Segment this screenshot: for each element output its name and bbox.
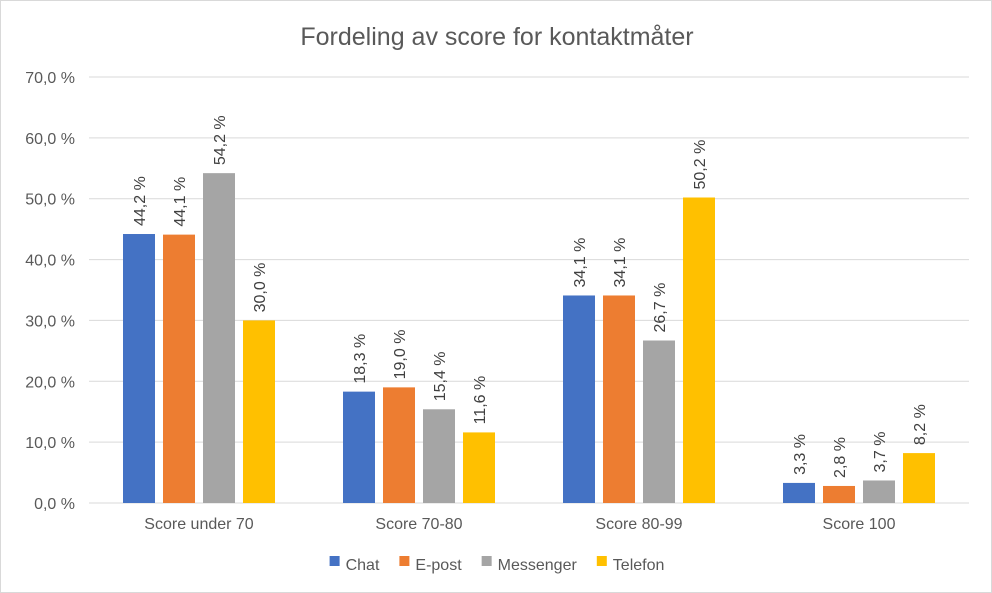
data-label: 54,2 %: [212, 115, 229, 165]
bar-telefon: [683, 197, 715, 504]
bar-telefon: [243, 320, 275, 503]
data-label: 19,0 %: [392, 330, 409, 380]
y-tick-label: 0,0 %: [34, 496, 75, 513]
data-label: 15,4 %: [432, 351, 449, 401]
y-tick-label: 20,0 %: [25, 374, 75, 391]
bar-telefon: [903, 453, 935, 503]
data-label: 34,1 %: [612, 238, 629, 288]
data-label: 50,2 %: [692, 140, 709, 190]
bar-e-post: [383, 387, 415, 503]
bars: [123, 173, 935, 504]
legend-item-messenger: Messenger: [481, 556, 578, 574]
chart-title: Fordeling av score for kontaktmåter: [300, 23, 693, 51]
y-tick-label: 70,0 %: [25, 70, 75, 87]
category-label: Score 70-80: [375, 516, 462, 533]
data-label: 30,0 %: [252, 263, 269, 313]
bar-chat: [783, 482, 815, 503]
data-label: 8,2 %: [912, 404, 929, 445]
bar-e-post: [603, 295, 635, 503]
category-label: Score under 70: [144, 516, 254, 533]
legend: Chat E-post Messenger Telefon: [329, 556, 665, 574]
y-tick-label: 30,0 %: [25, 313, 75, 330]
y-tick-label: 60,0 %: [25, 131, 75, 148]
data-label: 2,8 %: [832, 437, 849, 478]
x-axis-category-labels: Score under 70 Score 70-80 Score 80-99 Scor…: [144, 516, 895, 533]
bar-chat: [343, 391, 375, 503]
legend-label: Telefon: [613, 557, 665, 574]
legend-item-chat: Chat: [329, 556, 380, 574]
legend-swatch: [481, 556, 492, 566]
category-label: Score 80-99: [595, 516, 682, 533]
y-tick-label: 50,0 %: [25, 192, 75, 209]
data-label: 26,7 %: [652, 283, 669, 333]
data-label: 34,1 %: [572, 238, 589, 288]
legend-label: Messenger: [498, 557, 578, 574]
bar-messenger: [203, 173, 235, 503]
bar-chat: [563, 295, 595, 503]
legend-label: E-post: [415, 557, 462, 574]
data-label: 44,1 %: [172, 177, 189, 227]
data-label: 11,6 %: [472, 376, 489, 425]
data-label: 3,7 %: [872, 432, 889, 473]
bar-chat: [123, 234, 155, 504]
legend-swatch: [329, 556, 340, 566]
legend-label: Chat: [346, 557, 380, 574]
y-tick-label: 10,0 %: [25, 435, 75, 452]
gridlines: [89, 76, 969, 504]
legend-swatch: [399, 556, 410, 566]
bar-telefon: [463, 432, 495, 503]
legend-item-e-post: E-post: [399, 556, 462, 574]
data-label: 44,2 %: [132, 176, 149, 226]
category-label: Score 100: [823, 516, 896, 533]
bar-messenger: [863, 480, 895, 503]
bar-messenger: [423, 409, 455, 503]
y-axis-tick-labels: 0,0 % 10,0 % 20,0 % 30,0 % 40,0 % 50,0 % 60,0 …: [25, 70, 75, 513]
legend-swatch: [596, 556, 607, 566]
data-label: 18,3 %: [352, 334, 369, 384]
legend-item-telefon: Telefon: [596, 556, 665, 574]
y-tick-label: 40,0 %: [25, 253, 75, 270]
bar-e-post: [163, 234, 195, 503]
data-labels: 44,2 % 44,1 % 54,2 % 30,0 % 18,3 % 19,0 % 15,4…: [132, 115, 929, 478]
bar-messenger: [643, 340, 675, 503]
bar-e-post: [823, 485, 855, 503]
data-label: 3,3 %: [792, 434, 809, 475]
